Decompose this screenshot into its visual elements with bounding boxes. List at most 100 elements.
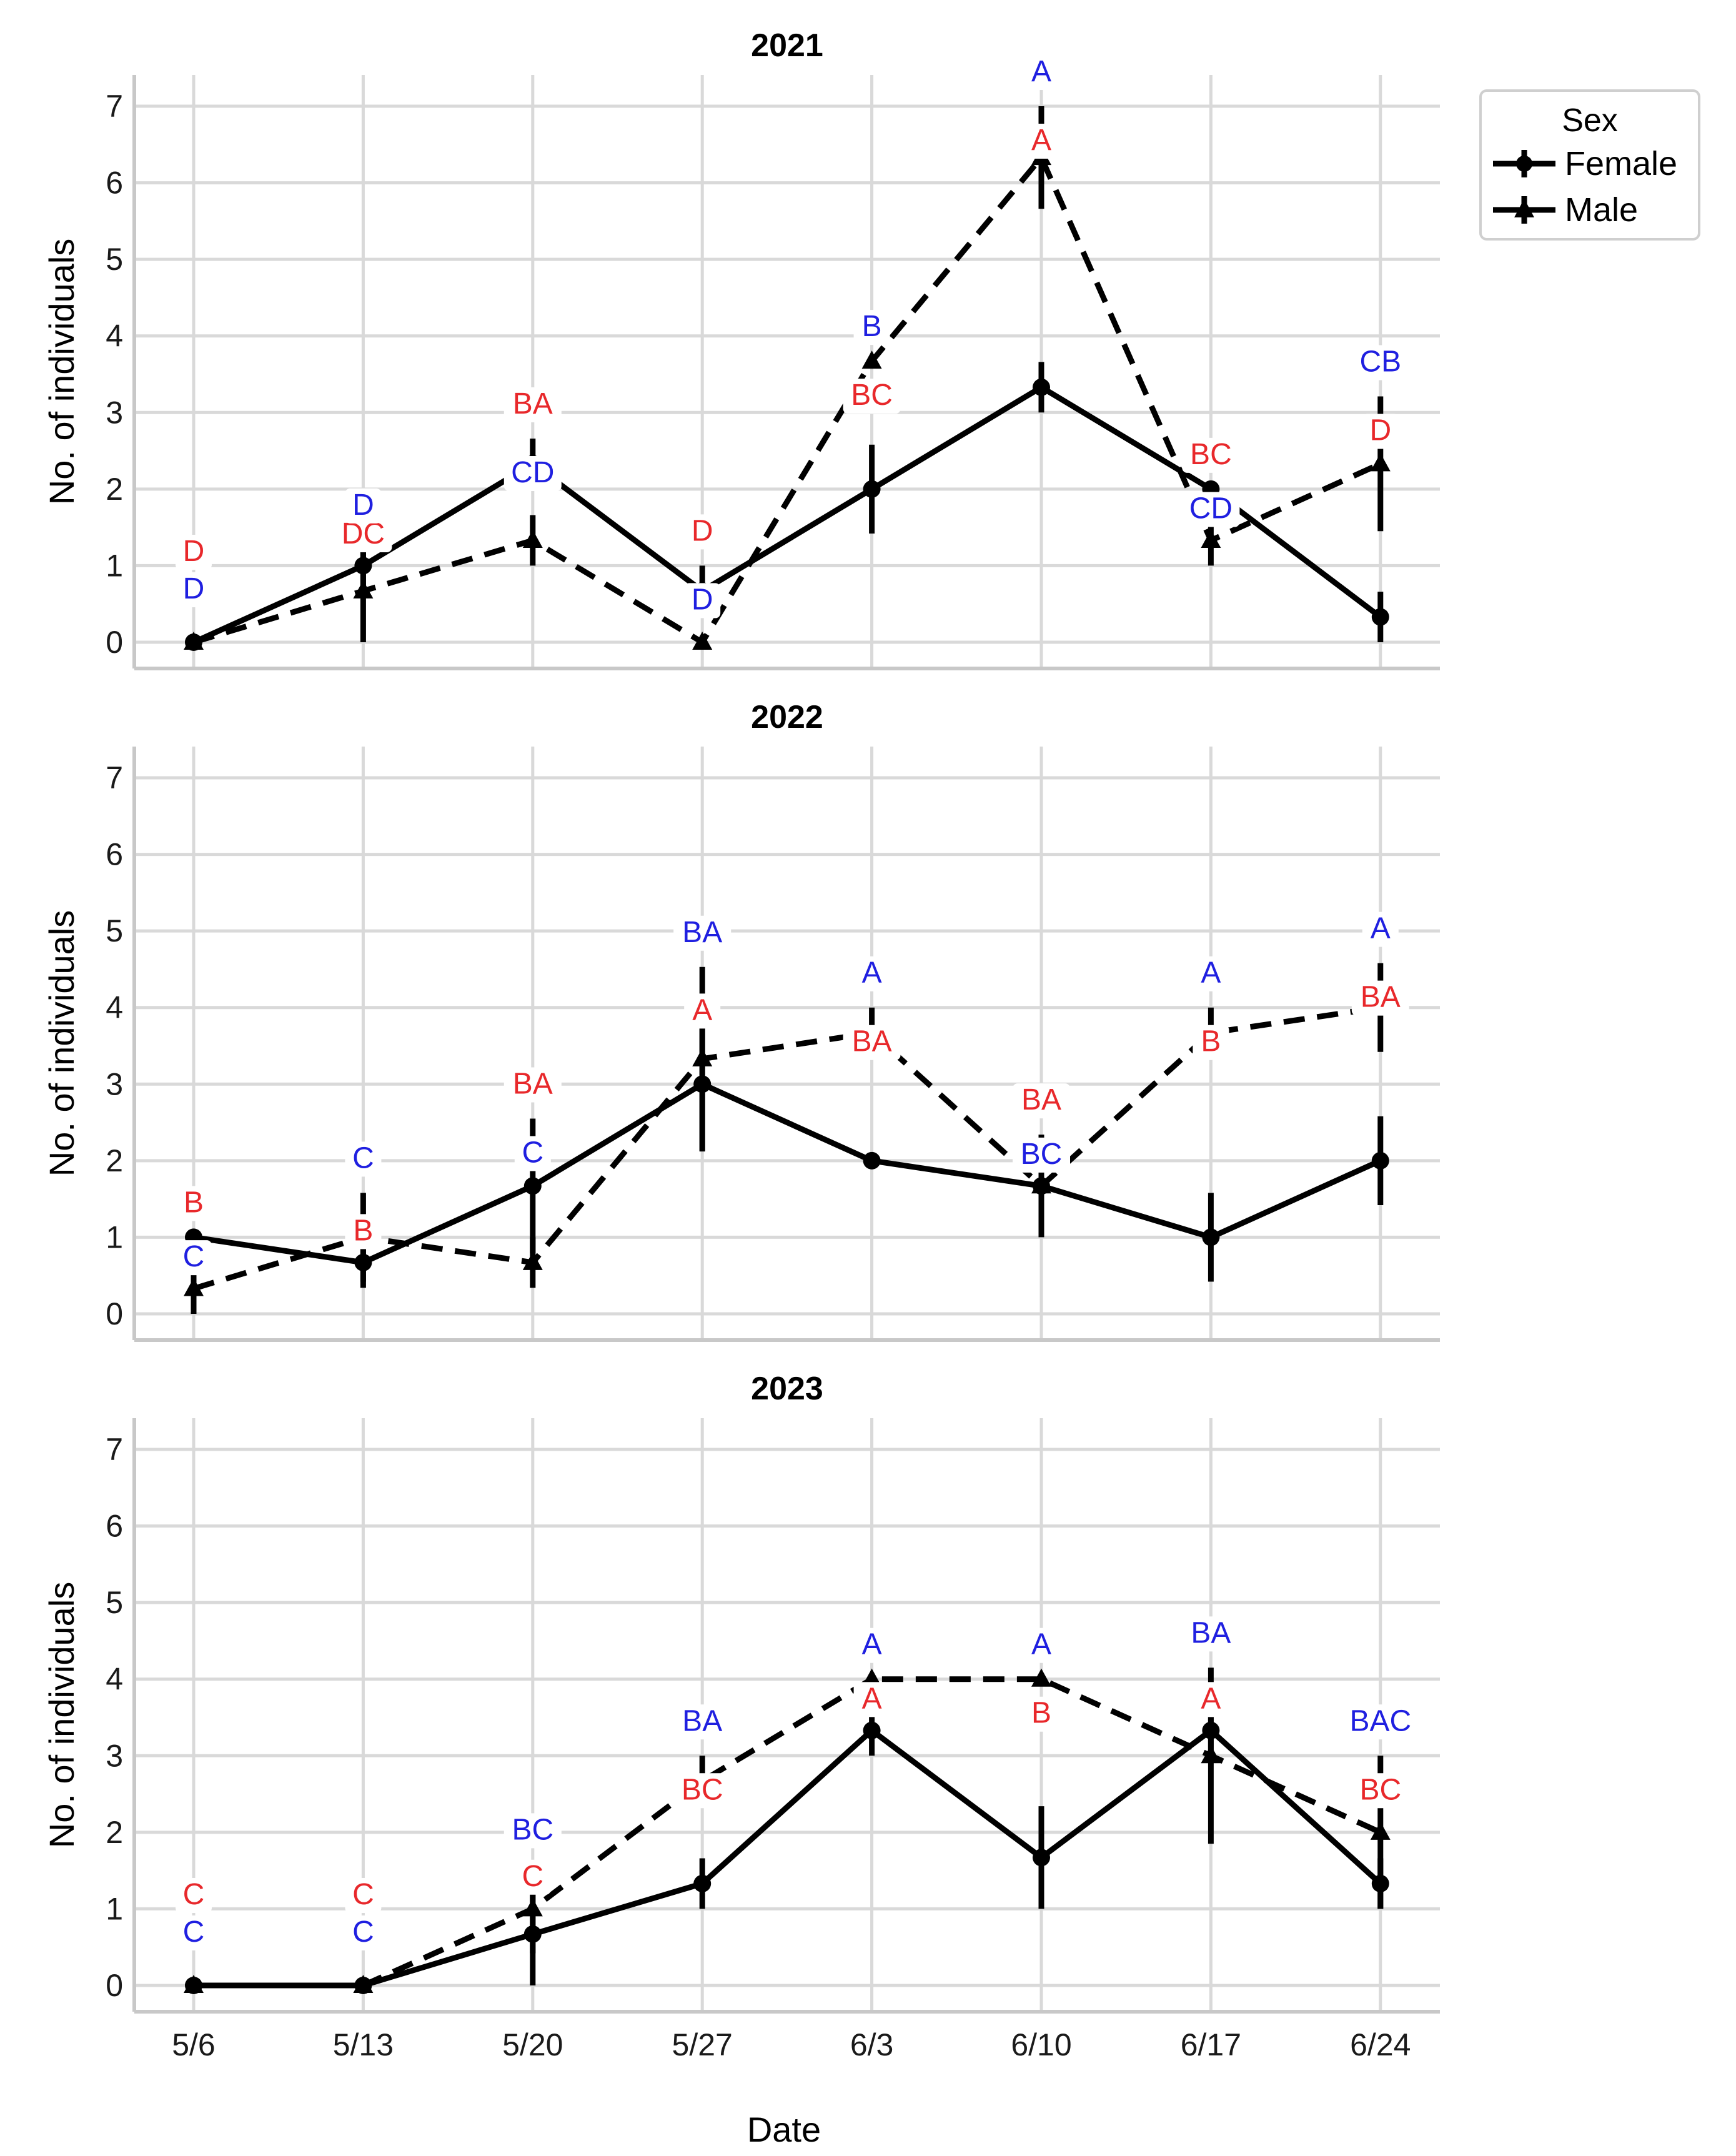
x-tick-label: 5/27 [672,2027,733,2062]
male-letter: BAC [1349,1704,1411,1737]
female-letter-bg [1351,1773,1409,1809]
female-point [1033,378,1050,396]
male-letter-bg [684,583,721,618]
female-letter-bg [1182,437,1240,473]
male-point [1370,453,1391,472]
female-letter-bg [1013,1083,1070,1119]
y-tick-label: 6 [106,166,123,201]
male-point [1031,1668,1051,1687]
x-tick-label: 6/17 [1181,2027,1241,2062]
y-tick-label: 5 [106,242,123,277]
male-point [861,350,882,369]
female-letter-bg [503,1067,562,1103]
male-point [522,1251,543,1270]
male-letter: A [862,956,882,990]
male-letter-bg [673,1704,732,1740]
male-point [184,1278,204,1296]
male-letter: C [352,1141,374,1175]
y-tick-label: 1 [106,548,123,583]
male-point [1201,1745,1221,1764]
female-point [1202,1721,1220,1739]
male-letter-bg [1182,492,1240,527]
female-point [523,1925,542,1943]
female-letter: B [353,1214,373,1247]
female-letter-bg [1193,1025,1229,1060]
male-letter: A [1031,55,1051,88]
female-letter: D [1369,414,1391,447]
legend-male-marker [1514,199,1534,217]
male-letter-bg [345,488,382,524]
male-point [353,580,374,599]
female-letter-bg [176,1878,212,1913]
male-letter: A [1201,956,1221,990]
legend-female-marker [1516,156,1532,172]
female-letter: A [862,1682,882,1715]
y-tick-label: 3 [106,395,123,430]
female-letter-bg [1193,1682,1229,1717]
y-tick-label: 0 [106,625,123,660]
female-point [863,1721,881,1739]
female-letter: BA [852,1025,892,1058]
male-letter-bg [1182,1616,1240,1652]
female-letter-bg [176,535,212,570]
y-tick-label: 5 [106,913,123,948]
male-point [692,1048,713,1066]
female-letter-bg [345,1878,382,1913]
y-tick-label: 2 [106,472,123,507]
male-letter-bg [853,310,890,345]
y-axis-label: No. of individuals [42,1582,81,1848]
female-letter-bg [334,517,392,552]
male-letter: CB [1359,345,1401,379]
y-tick-label: 1 [106,1891,123,1926]
male-letter-bg [176,572,212,607]
male-letter: BA [682,1704,722,1737]
female-letter: B [184,1186,204,1219]
female-letter: BA [1361,981,1401,1014]
male-letter: D [692,583,713,616]
female-point [863,480,881,498]
female-letter-bg [1023,124,1059,159]
male-letter: CD [1189,492,1233,525]
female-letter: BA [513,387,553,420]
y-tick-label: 1 [106,1220,123,1254]
male-letter-bg [853,1627,890,1663]
male-point [1370,1821,1391,1840]
female-letter-bg [1023,1696,1059,1732]
male-letter: BA [682,916,722,949]
male-letter-bg [176,1240,212,1276]
female-letter: A [1201,1682,1221,1715]
male-letter: BC [512,1813,553,1846]
legend: Sex Female Male [1479,89,1700,241]
male-line [192,152,1382,647]
y-tick-label: 0 [106,1296,123,1331]
male-letter: D [352,489,374,522]
y-tick-label: 7 [106,1432,123,1467]
female-letter-bg [514,1859,551,1895]
y-tick-label: 4 [106,990,123,1025]
female-letter: BC [682,1773,723,1806]
male-letter-bg [503,1813,562,1849]
male-point [353,1975,374,1993]
panel-title: 2021 [751,27,823,64]
female-letter: C [183,1878,205,1911]
male-letter-bg [345,1915,382,1950]
female-letter: BC [1190,438,1232,471]
female-point [354,557,372,575]
panel-title: 2022 [751,699,823,735]
female-letter: BA [1021,1083,1061,1116]
male-point [522,529,543,548]
female-line [194,1727,1382,1989]
female-point [1371,1151,1389,1170]
y-tick-label: 7 [106,760,123,795]
male-point [692,632,713,650]
female-letter: D [692,514,713,547]
male-letter-bg [853,956,890,991]
male-letter: C [522,1136,543,1169]
male-letter: BA [1191,1616,1231,1649]
female-letter-bg [503,387,562,422]
male-letter: A [862,1628,882,1661]
y-axis-label: No. of individuals [42,910,81,1176]
